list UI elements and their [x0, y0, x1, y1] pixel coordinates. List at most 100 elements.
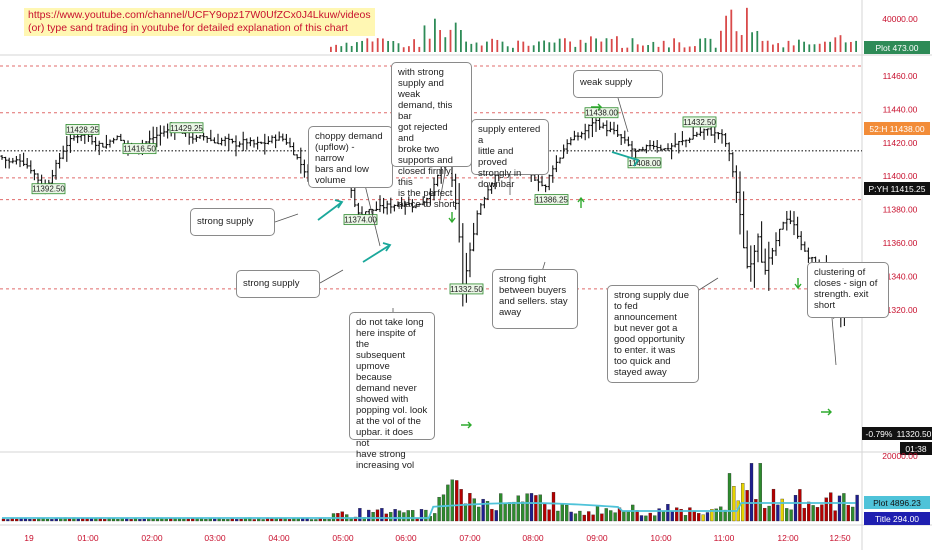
ohlc-bar [698, 126, 702, 137]
volume-bottom-bar [851, 506, 855, 522]
ohlc-bar [389, 197, 393, 214]
ohlc-bar [590, 115, 594, 138]
volume-bottom-bar [573, 513, 578, 522]
ohlc-bar [486, 185, 490, 200]
note-fed-announcement: strong supply due to fed announcement bu… [607, 285, 699, 383]
ohlc-bar [11, 157, 15, 164]
volume-bottom-bar [490, 508, 494, 522]
volume-top-bar [335, 44, 337, 52]
volume-bottom-bar [727, 473, 732, 522]
ohlc-bar [479, 203, 483, 216]
ohlc-bar [626, 136, 630, 147]
volume-plot-badge-text: Plot 4896.23 [873, 498, 921, 508]
volume-top-bar [366, 38, 369, 52]
ohlc-bar [799, 231, 803, 251]
volume-bottom-bar [468, 493, 472, 522]
ohlc-bar [400, 196, 404, 210]
volume-bottom-bar [367, 509, 371, 522]
volume-top-bar [688, 46, 691, 52]
price-badge-text: -0.79% [866, 429, 893, 439]
volume-top-bar [574, 46, 577, 52]
ohlc-bar [770, 247, 774, 265]
price-marker-text: 11392.50 [32, 185, 65, 194]
volume-top-bar [465, 41, 467, 52]
volume-top-bar [376, 38, 379, 52]
ohlc-bar [540, 175, 544, 187]
volume-bottom-bar [455, 480, 459, 522]
volume-bottom-bar [177, 518, 182, 522]
volume-top-bar [387, 40, 389, 52]
price-marker-text: 11408.00 [628, 159, 661, 168]
volume-top-bar [356, 42, 358, 52]
volume-top-bar [371, 41, 374, 52]
volume-bottom-bar [723, 509, 727, 522]
ohlc-bar [25, 158, 29, 169]
volume-top-bar [818, 43, 821, 52]
volume-top-bar [631, 38, 634, 52]
volume-bottom-bar [683, 515, 688, 522]
ohlc-bar [396, 201, 400, 208]
volume-bottom-bar [613, 512, 617, 522]
ohlc-bar [464, 252, 468, 303]
volume-top-bar [803, 41, 805, 52]
annotation-pointer [831, 317, 837, 366]
volume-top-bar [740, 35, 743, 52]
price-badge [900, 442, 932, 455]
volume-top-bar [772, 44, 774, 52]
volume-top-bar [683, 47, 686, 52]
volume-bottom-bar [763, 507, 767, 522]
volume-bottom-bar [309, 519, 314, 522]
volume-bottom-bar [397, 510, 402, 522]
ohlc-bar [763, 248, 767, 275]
annotation-pointer [617, 97, 629, 133]
ohlc-bar [436, 174, 440, 187]
volume-top-bar [475, 42, 478, 52]
volume-bottom-bar [547, 509, 551, 522]
volume-plot-badge [864, 496, 930, 509]
ohlc-bar [806, 247, 810, 263]
volume-bottom-bar [697, 513, 701, 522]
volume-bottom-bar [842, 493, 846, 522]
volume-bottom-bar [305, 518, 309, 522]
volume-top-bar [413, 39, 415, 52]
volume-top-bar [735, 31, 738, 52]
ohlc-bar [292, 142, 296, 156]
volume-top-bar [517, 40, 519, 52]
volume-bottom-bar [375, 509, 380, 522]
time-axis-tick: 05:00 [332, 533, 354, 543]
volume-bottom-bar [648, 512, 652, 522]
ohlc-bar [270, 135, 274, 144]
ohlc-bar [94, 136, 98, 151]
volume-bottom-bar [199, 518, 204, 522]
ohlc-bar [266, 136, 270, 145]
volume-bottom-bar [604, 508, 608, 522]
volume-bottom-bar [67, 518, 72, 522]
price-marker-text: 11416.50 [123, 145, 156, 154]
ohlc-bar [612, 121, 616, 135]
price-marker-box [584, 107, 619, 119]
price-marker-box [122, 143, 157, 155]
volume-top-bar [532, 45, 535, 52]
volume-bottom-bar [714, 508, 718, 522]
volume-top-bar [657, 46, 660, 52]
price-marker-text: 11386.25 [535, 196, 568, 205]
note-strong-fight: strong fight between buyers and sellers.… [492, 269, 578, 329]
ohlc-bar [731, 152, 735, 177]
youtube-link-note[interactable]: https://www.youtube.com/channel/UCFY9opz… [24, 8, 375, 36]
volume-bottom-bar [32, 518, 36, 522]
ohlc-bar [760, 221, 764, 263]
ohlc-bar [587, 124, 591, 139]
volume-bottom-bar [235, 519, 239, 522]
volume-bottom-axis-tick: 20000.00 [882, 451, 918, 461]
youtube-link-text[interactable]: https://www.youtube.com/channel/UCFY9opz… [28, 9, 371, 21]
annotation-arrow [362, 244, 391, 263]
price-marker-text: 11374.00 [344, 216, 377, 225]
volume-top-axis-tick: 40000.00 [882, 14, 918, 24]
ohlc-bar [702, 128, 706, 140]
volume-bottom-bar [780, 498, 784, 522]
volume-top-bar [350, 45, 353, 52]
volume-top-bar [662, 40, 665, 52]
ohlc-bar [97, 140, 101, 156]
volume-bottom-bar [807, 501, 811, 522]
price-axis-tick: 11420.00 [883, 138, 918, 148]
